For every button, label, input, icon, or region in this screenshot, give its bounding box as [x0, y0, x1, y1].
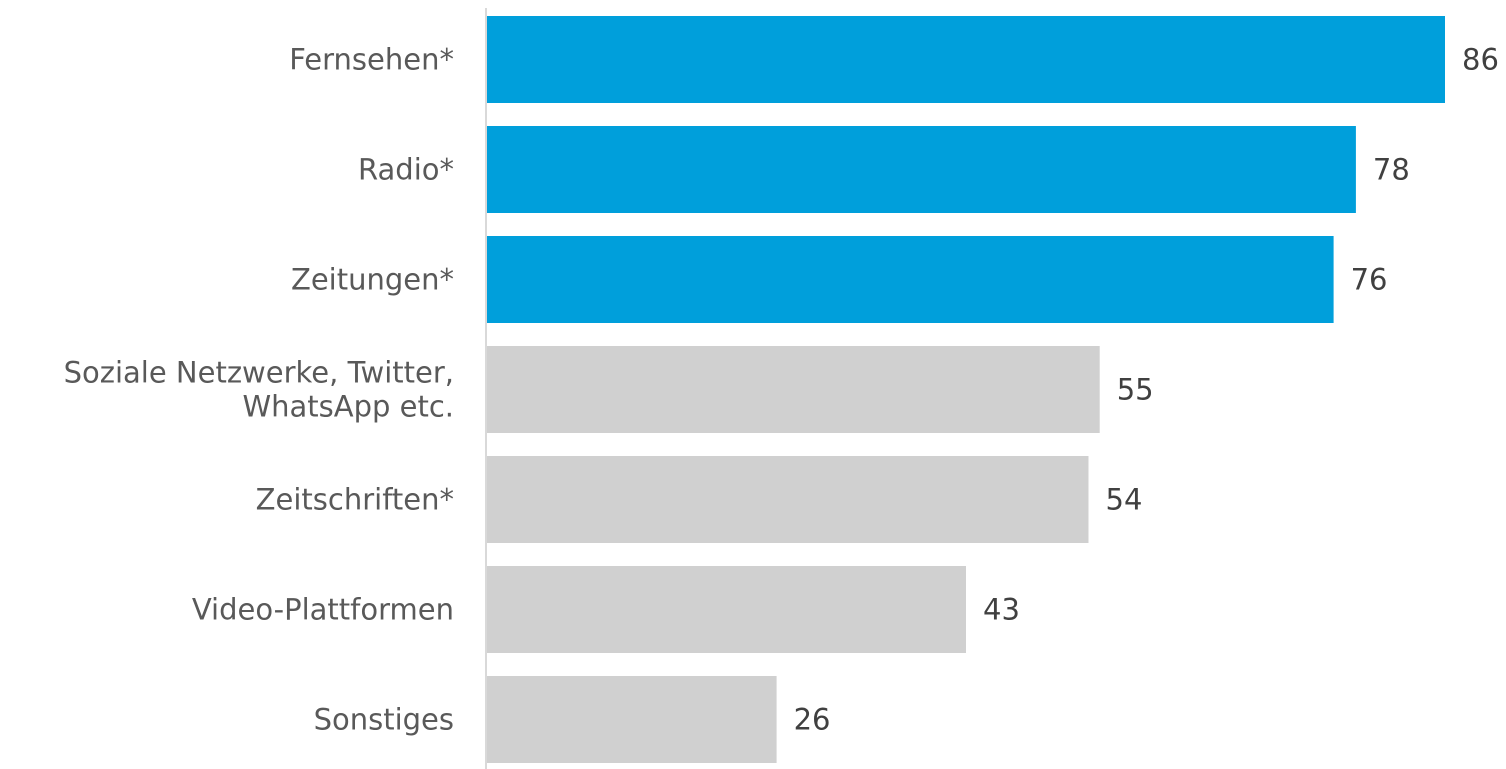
bar-1: [487, 126, 1356, 213]
category-label-line: Sonstiges: [314, 703, 454, 737]
chart-marks: 86 Fernsehen* 78 Radio* 76 Zeitungen* 55 Sozial…: [64, 16, 1499, 763]
category-label-0: Fernsehen*: [289, 43, 454, 77]
value-label-5: 43: [983, 593, 1020, 627]
category-label-line: Radio*: [358, 153, 454, 187]
category-label-1: Radio*: [358, 153, 454, 187]
category-label-line: Fernsehen*: [289, 43, 454, 77]
value-label-2: 76: [1351, 263, 1388, 297]
value-label-6: 26: [794, 703, 831, 737]
category-label-5: Video-Plattformen: [192, 593, 454, 627]
bar-4: [487, 456, 1089, 543]
bar-5: [487, 566, 966, 653]
category-label-3: Soziale Netzwerke, Twitter, WhatsApp etc.: [64, 356, 454, 424]
bar-3: [487, 346, 1100, 433]
category-label-2: Zeitungen*: [291, 263, 454, 297]
category-label-4: Zeitschriften*: [256, 483, 454, 517]
category-label-line: Video-Plattformen: [192, 593, 454, 627]
category-label-line: Soziale Netzwerke, Twitter,: [64, 356, 454, 390]
bar-0: [487, 16, 1445, 103]
category-label-line: Zeitungen*: [291, 263, 454, 297]
category-label-line: Zeitschriften*: [256, 483, 454, 517]
value-label-3: 55: [1117, 373, 1154, 407]
bar-2: [487, 236, 1334, 323]
category-label-6: Sonstiges: [314, 703, 454, 737]
value-label-4: 54: [1106, 483, 1143, 517]
bar-6: [487, 676, 777, 763]
value-label-0: 86: [1462, 43, 1499, 77]
category-label-line: WhatsApp etc.: [242, 390, 454, 424]
value-label-1: 78: [1373, 153, 1410, 187]
